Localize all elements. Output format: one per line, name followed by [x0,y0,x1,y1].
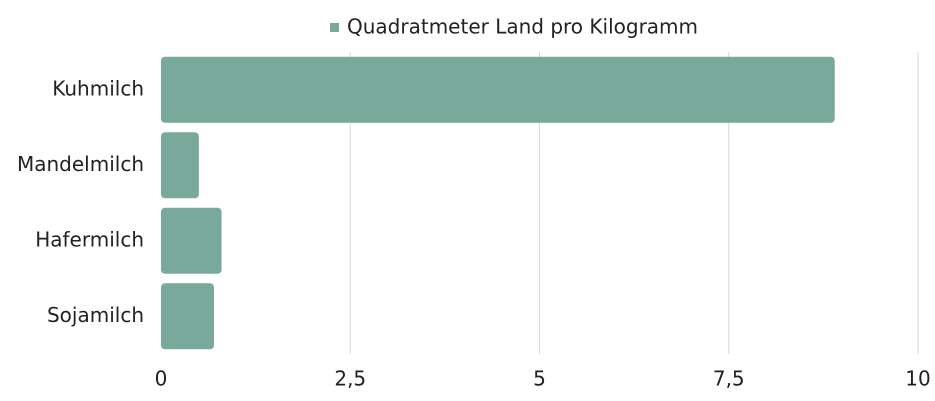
x-tick-label: 0 [155,367,168,391]
x-tick-label: 5 [533,367,546,391]
bar [161,283,214,350]
x-tick-label: 2,5 [334,367,366,391]
legend-label: Quadratmeter Land pro Kilogramm [347,15,698,39]
x-tick-label: 10 [905,367,930,391]
bar [161,207,222,274]
y-tick-label: Kuhmilch [52,76,144,100]
y-tick-label: Sojamilch [47,303,144,327]
legend-marker [330,23,339,32]
bar [161,56,835,123]
y-tick-label: Mandelmilch [17,152,144,176]
y-tick-label: Hafermilch [35,227,144,251]
bar [161,132,199,199]
x-tick-label: 7,5 [713,367,745,391]
